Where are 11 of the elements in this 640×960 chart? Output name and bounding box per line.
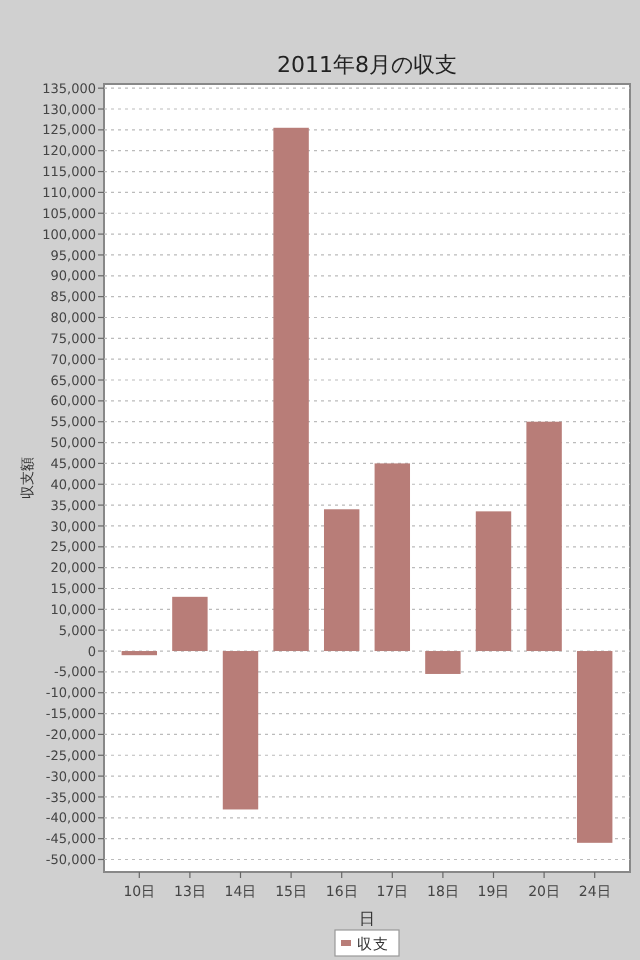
bar xyxy=(475,511,512,652)
bar xyxy=(576,651,613,843)
bar xyxy=(526,421,562,652)
chart-title: 2011年8月の収支 xyxy=(277,52,457,78)
x-axis-title: 日 xyxy=(359,910,375,928)
bar xyxy=(425,651,461,674)
bar xyxy=(273,127,309,652)
bar xyxy=(323,509,360,652)
bar xyxy=(222,651,259,810)
bar xyxy=(172,596,208,652)
bar xyxy=(374,463,411,652)
